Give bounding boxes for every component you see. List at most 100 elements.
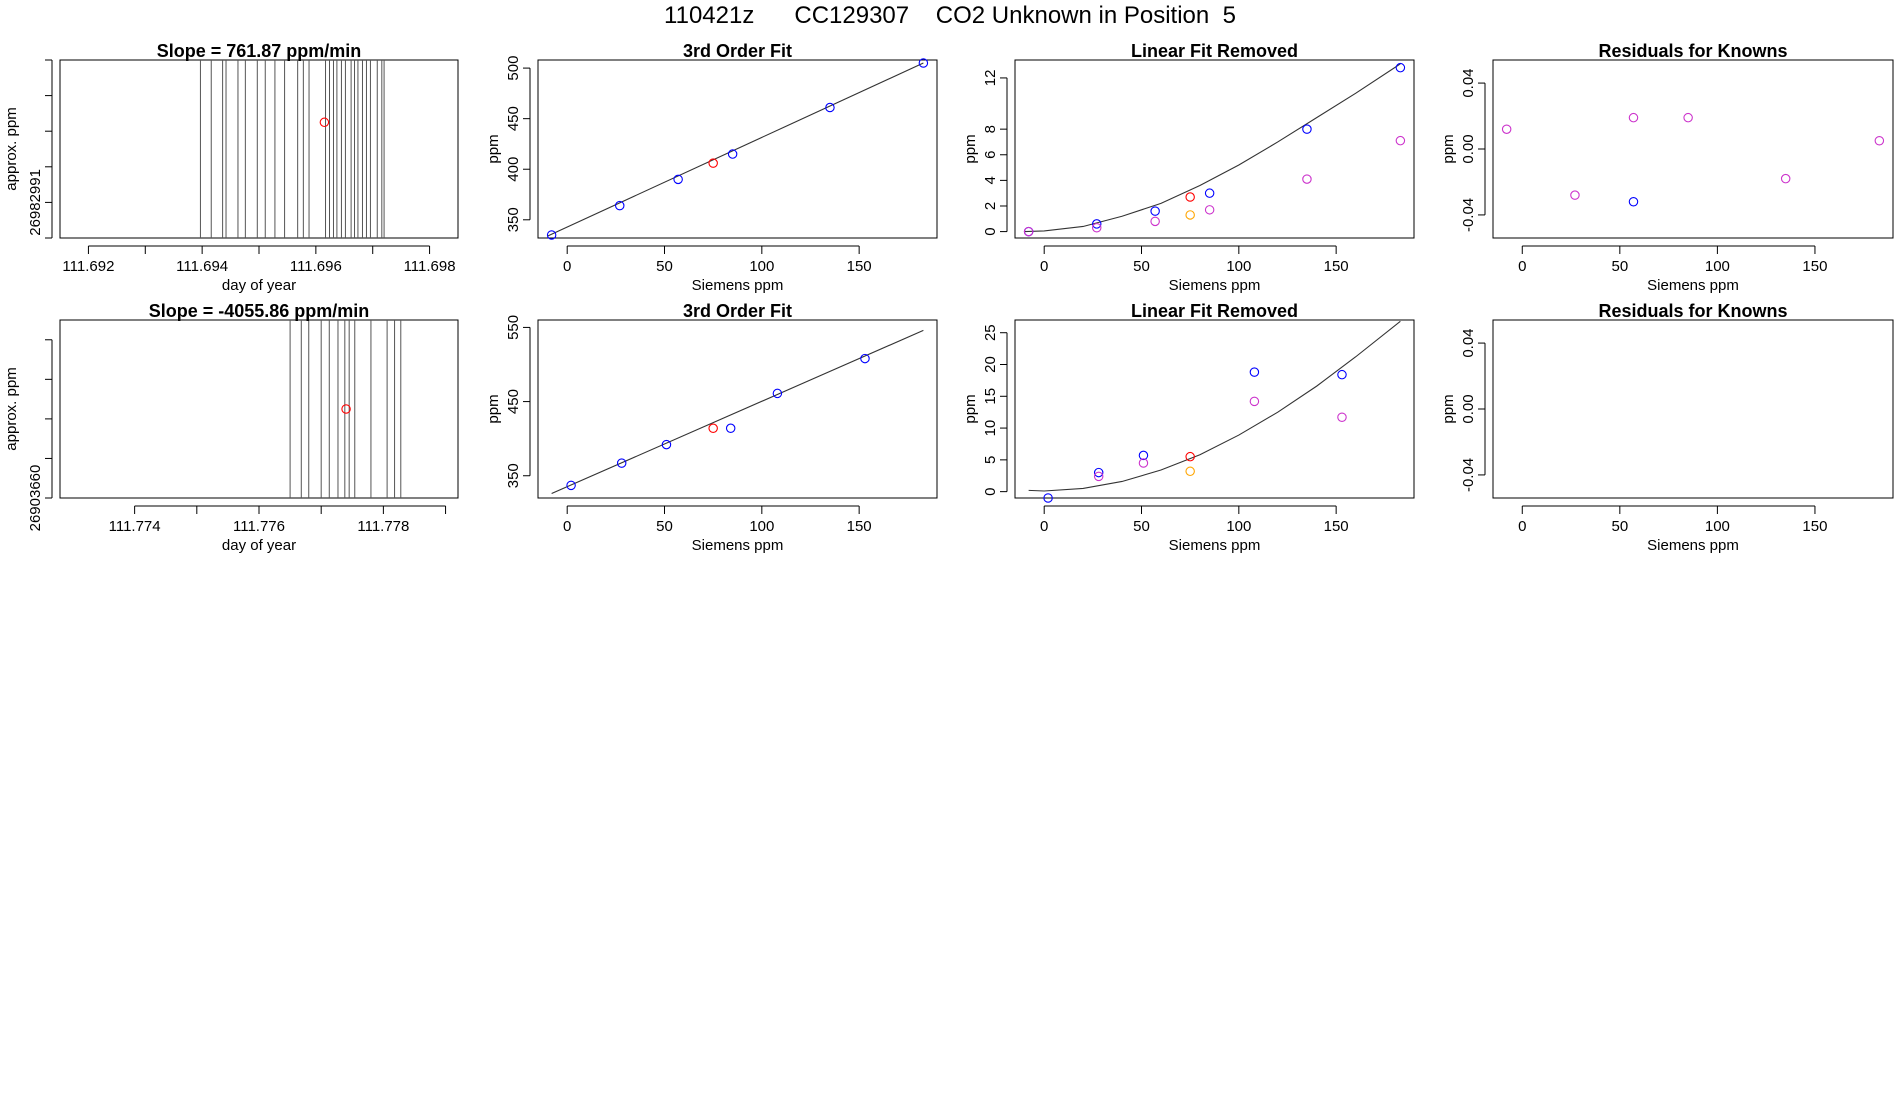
panel-6: 350 450 550 ppm (485, 315, 938, 514)
x-axis-label: Siemens ppm (1647, 537, 1739, 554)
x-tick-label: 100 (1226, 518, 1251, 535)
y-tick-label: 0.04 (1460, 328, 1477, 357)
y-tick-label: 0 (982, 227, 999, 235)
y-tick-label: 350 (505, 207, 522, 232)
x-tick-label: 50 (1133, 258, 1150, 275)
data-point (1185, 466, 1195, 477)
x-tick-label: 111.696 (290, 258, 342, 275)
data-point (1185, 451, 1195, 462)
y-tick-label: 5 (982, 456, 999, 464)
x-tick-label: 0 (563, 258, 571, 275)
x-tick-label: 0 (1040, 258, 1048, 275)
plot-frame (1492, 319, 1894, 499)
y-tick-label: 10 (982, 420, 999, 437)
y-axis-label: ppm (962, 134, 979, 163)
plot-title: 3rd Order Fit (683, 301, 792, 321)
data-point (1023, 226, 1034, 237)
data-point (727, 149, 738, 159)
y-tick-label: 26903660 (27, 465, 44, 532)
data-point (1628, 112, 1639, 123)
y-tick-label: 450 (505, 389, 522, 414)
data-point (1302, 174, 1312, 184)
plot-frame (1014, 59, 1415, 239)
data-point (1043, 493, 1053, 503)
x-axis-label: day of year (222, 537, 296, 554)
x-tick-label: 111.698 (404, 258, 456, 275)
y-tick-label: -0.04 (1460, 458, 1477, 492)
y-tick-label: 25 (982, 324, 999, 341)
data-point (1302, 124, 1312, 134)
data-point (1091, 219, 1102, 229)
page-title: 110421z CC129307 CO2 Unknown in Position… (664, 2, 1236, 29)
y-tick-label: 500 (505, 56, 522, 81)
fit-curve (547, 62, 924, 237)
data-point (772, 388, 783, 399)
data-point (1185, 192, 1195, 202)
data-point (1204, 205, 1215, 215)
x-tick-label: 150 (1324, 518, 1349, 535)
x-tick-label: 111.694 (176, 258, 228, 275)
y-axis-label: approx. ppm (3, 107, 20, 190)
data-point (1501, 124, 1512, 134)
y-tick-label: 26982991 (27, 169, 44, 236)
y-tick-label: 6 (982, 151, 999, 159)
data-point (616, 458, 627, 468)
data-point (1204, 188, 1215, 198)
data-point (1093, 471, 1104, 482)
y-tick-label: -0.04 (1460, 198, 1477, 232)
y-tick-label: 550 (505, 315, 522, 340)
x-tick-label: 111.692 (62, 258, 114, 275)
x-tick-label: 50 (1611, 258, 1628, 275)
data-point (661, 439, 672, 450)
x-axis-label: Siemens ppm (692, 277, 784, 294)
fit-curve (1024, 63, 1401, 233)
data-point (1395, 62, 1406, 73)
x-axis-label: Siemens ppm (1169, 537, 1261, 554)
plot-frame (537, 319, 938, 499)
data-point (1249, 396, 1260, 407)
data-point (1874, 136, 1885, 146)
plot-title: 3rd Order Fit (683, 41, 792, 61)
data-point (1091, 223, 1102, 233)
x-tick-label: 50 (1611, 518, 1628, 535)
y-axis-label: ppm (962, 394, 979, 423)
x-axis-label: Siemens ppm (1169, 277, 1261, 294)
plot-frame (1014, 319, 1415, 499)
plot-frame (59, 319, 459, 499)
data-point (1150, 216, 1160, 227)
data-point (546, 230, 557, 240)
plot-title: Residuals for Knowns (1598, 301, 1787, 321)
x-axis-label: Siemens ppm (692, 537, 784, 554)
x-tick-label: 150 (1802, 518, 1827, 535)
x-axis-label: Siemens ppm (1647, 277, 1739, 294)
data-point (341, 404, 351, 414)
x-tick-label: 150 (847, 518, 872, 535)
y-tick-label: 450 (505, 106, 522, 131)
data-point (566, 480, 576, 491)
x-tick-label: 111.778 (357, 518, 409, 535)
x-tick-label: 150 (1802, 258, 1827, 275)
data-point (1150, 206, 1160, 216)
y-tick-label: 20 (982, 356, 999, 373)
data-point (1185, 210, 1195, 220)
plot-title: Linear Fit Removed (1131, 301, 1298, 321)
plot-title: Residuals for Knowns (1598, 41, 1787, 61)
data-point (918, 58, 929, 68)
x-tick-label: 0 (563, 518, 571, 535)
plot-frame (1492, 59, 1894, 239)
y-axis-label: approx. ppm (3, 367, 20, 450)
x-tick-label: 150 (847, 258, 872, 275)
y-tick-label: 15 (982, 388, 999, 405)
y-tick-label: 2 (982, 202, 999, 210)
data-point (860, 353, 870, 364)
y-tick-label: 350 (505, 463, 522, 488)
panel-4: -0.04 0.00 0.04 ppm (1440, 59, 1894, 254)
data-point (708, 158, 718, 168)
data-point (1628, 196, 1639, 207)
plot-title: Slope = 761.87 ppm/min (157, 41, 362, 61)
fit-curve (551, 329, 924, 495)
y-axis-label: ppm (1440, 394, 1457, 423)
panel-8: -0.04 0.00 0.04 ppm (1440, 319, 1894, 514)
y-axis-label: ppm (485, 134, 502, 163)
y-axis-label: ppm (485, 394, 502, 423)
